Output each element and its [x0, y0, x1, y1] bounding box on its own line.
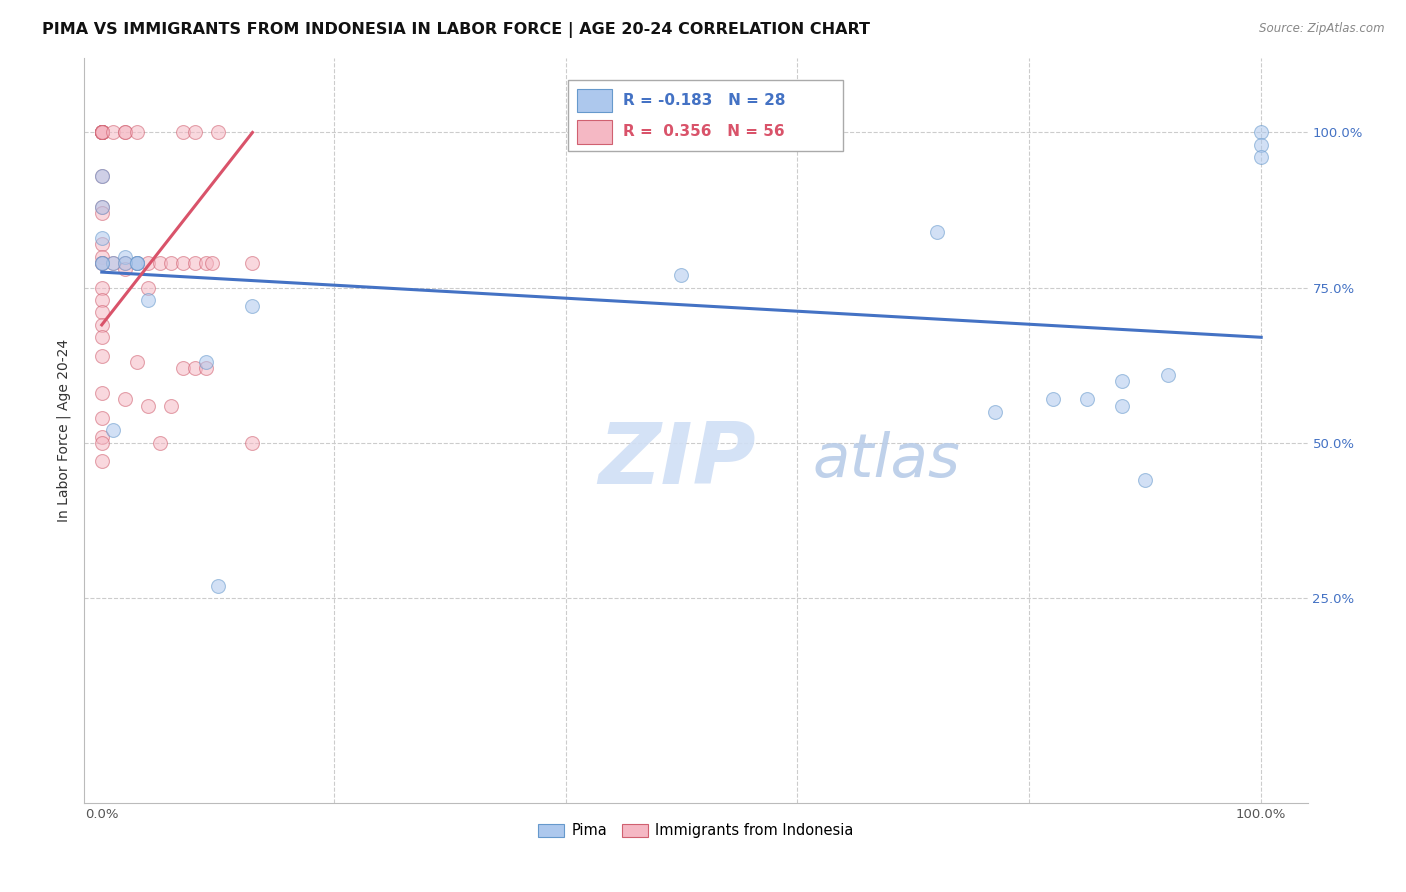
Point [90, 256, 112, 270]
Point [90, 125, 112, 139]
Point [125, 256, 148, 270]
Point [160, 399, 183, 413]
Point [136, 399, 159, 413]
Point [114, 262, 136, 277]
Point [90, 231, 112, 245]
Point [114, 250, 136, 264]
Point [201, 256, 224, 270]
Point [90, 256, 112, 270]
Point [183, 361, 205, 376]
Point [195, 256, 218, 270]
FancyBboxPatch shape [568, 80, 842, 151]
FancyBboxPatch shape [578, 120, 612, 144]
Point [90, 169, 112, 183]
Point [90, 125, 112, 139]
Point [172, 361, 194, 376]
Point [1250, 125, 1272, 139]
Y-axis label: In Labor Force | Age 20-24: In Labor Force | Age 20-24 [56, 339, 72, 522]
Point [1135, 473, 1157, 487]
Point [125, 256, 148, 270]
Point [90, 280, 112, 294]
Point [90, 454, 112, 468]
Text: atlas: atlas [813, 431, 960, 490]
Point [103, 256, 125, 270]
Point [1250, 137, 1272, 152]
Point [183, 125, 205, 139]
Text: Source: ZipAtlas.com: Source: ZipAtlas.com [1260, 22, 1385, 36]
Point [90, 200, 112, 214]
Text: R = -0.183   N = 28: R = -0.183 N = 28 [623, 93, 785, 108]
Point [90, 237, 112, 252]
Point [114, 392, 136, 407]
Point [136, 293, 159, 307]
Point [195, 361, 218, 376]
Point [671, 268, 693, 283]
Point [149, 435, 172, 450]
Point [114, 125, 136, 139]
Point [90, 250, 112, 264]
Point [136, 280, 159, 294]
Point [90, 256, 112, 270]
Point [90, 349, 112, 363]
Point [103, 256, 125, 270]
Point [242, 256, 264, 270]
Point [90, 200, 112, 214]
Point [90, 318, 112, 332]
Point [114, 256, 136, 270]
Point [90, 125, 112, 139]
Point [160, 256, 183, 270]
Point [207, 578, 229, 592]
Point [103, 424, 125, 438]
Text: R =  0.356   N = 56: R = 0.356 N = 56 [623, 124, 785, 139]
Point [149, 256, 172, 270]
Point [114, 256, 136, 270]
Point [242, 435, 264, 450]
Point [125, 355, 148, 369]
Point [90, 256, 112, 270]
Point [90, 305, 112, 319]
Point [983, 405, 1005, 419]
Point [1111, 374, 1133, 388]
Point [90, 125, 112, 139]
Point [195, 355, 218, 369]
Point [90, 293, 112, 307]
Point [90, 125, 112, 139]
Point [183, 256, 205, 270]
Point [90, 330, 112, 344]
Text: PIMA VS IMMIGRANTS FROM INDONESIA IN LABOR FORCE | AGE 20-24 CORRELATION CHART: PIMA VS IMMIGRANTS FROM INDONESIA IN LAB… [42, 22, 870, 38]
Point [1157, 368, 1180, 382]
Point [1111, 399, 1133, 413]
Point [90, 386, 112, 401]
Point [90, 125, 112, 139]
FancyBboxPatch shape [578, 88, 612, 112]
Point [90, 125, 112, 139]
Text: ZIP: ZIP [598, 418, 756, 501]
Point [925, 225, 948, 239]
Point [1076, 392, 1098, 407]
Point [172, 256, 194, 270]
Point [207, 125, 229, 139]
Point [90, 169, 112, 183]
Point [125, 125, 148, 139]
Point [90, 206, 112, 220]
Point [136, 256, 159, 270]
Point [242, 299, 264, 313]
Point [90, 429, 112, 443]
Point [125, 256, 148, 270]
Point [1250, 150, 1272, 164]
Point [90, 125, 112, 139]
Point [114, 125, 136, 139]
Point [90, 411, 112, 425]
Point [172, 125, 194, 139]
Legend: Pima, Immigrants from Indonesia: Pima, Immigrants from Indonesia [533, 817, 859, 844]
Point [125, 256, 148, 270]
Point [90, 125, 112, 139]
Point [1042, 392, 1064, 407]
Point [90, 435, 112, 450]
Point [103, 125, 125, 139]
